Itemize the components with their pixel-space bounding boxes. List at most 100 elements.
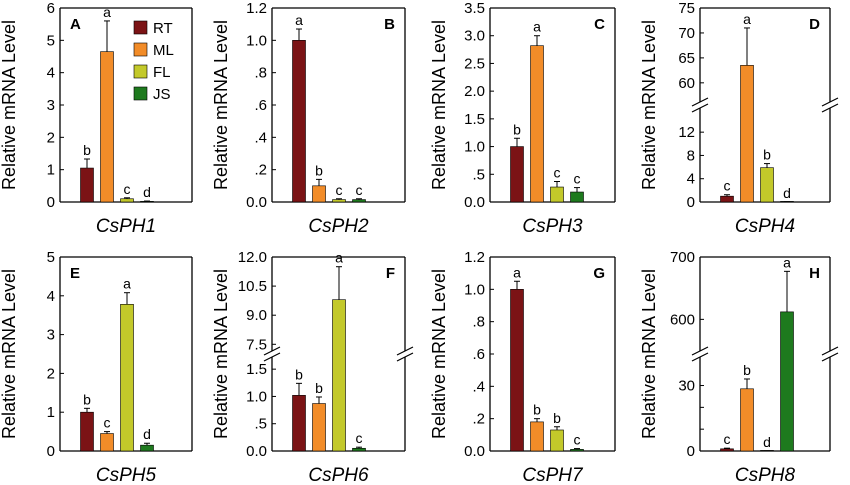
bar-ML [740,65,754,203]
bar-RT [510,146,524,203]
bar-ML [740,388,754,452]
y-tick-label: 5 [47,32,55,49]
axis-break-gap-left [694,102,706,108]
y-tick-label: 5 [47,249,55,266]
y-tick-label: .6 [254,97,267,114]
bar-RT [80,167,94,203]
y-tick-label: 12 [678,124,695,141]
significance-letter: c [336,182,343,198]
bar-JS [352,199,366,203]
significance-letter: b [513,121,521,137]
y-tick-label: 12.0 [238,249,267,266]
y-tick-label: 3.5 [464,0,485,17]
y-tick-label: 7.5 [246,336,267,353]
significance-letter: d [783,185,791,201]
axis-break-gap-right [399,351,411,357]
y-tick-label: 1.5 [246,361,267,378]
y-tick-label: 1.0 [464,281,485,298]
gene-label: CsPH1 [96,216,156,237]
y-tick-label: .4 [254,129,267,146]
axis-break-mark [263,352,281,362]
y-tick-label: 10.5 [238,278,267,295]
bar-ML [312,185,326,203]
bar-ML [530,45,544,203]
axis-break-mark [691,103,709,113]
axis-break-gap-right [824,351,836,357]
bar-ML [100,51,114,203]
y-tick-label: 1.0 [464,139,485,156]
significance-letter: b [295,366,303,382]
panel-label: C [594,16,605,33]
y-tick-label: 6 [47,0,55,17]
axis-break-mark [821,352,839,362]
bar-ML [312,403,326,452]
axis-break-mark [396,352,414,362]
panel-label: H [809,265,820,282]
y-tick-label: 2.0 [464,83,485,100]
bar-RT [720,448,734,452]
y-tick-label: 9.0 [246,307,267,324]
axis-break-mark [821,346,839,356]
significance-letter: b [315,162,323,178]
y-tick-label: 3 [47,327,55,344]
gene-label: CsPH8 [735,465,796,485]
bar-RT [510,289,524,452]
y-tick-label: 65 [678,50,695,67]
axis-break-mark [396,346,414,356]
y-tick-label: 1.2 [246,0,267,17]
gene-label: CsPH3 [522,216,583,237]
y-tick-label: .4 [472,378,485,395]
y-tick-label: 1.5 [464,111,485,128]
bar-JS [570,449,584,452]
significance-letter: b [743,362,751,378]
bar-FL [550,186,564,203]
panel-C: 0.0 .5 1.0 1.5 2.0 2.5 3.0 3.5 b a c c C Relative mRN… [429,0,616,237]
panel-label: F [386,265,395,282]
y-tick-label: 2 [47,365,55,382]
significance-letter: b [83,142,91,158]
y-axis-label: Relative mRNA Level [639,269,659,439]
significance-letter: b [83,391,91,407]
significance-letter: a [743,11,751,27]
bar-RT [292,395,306,452]
y-tick-label: 2 [47,129,55,146]
y-tick-label: 4 [47,65,55,82]
significance-letter: a [513,264,521,280]
panel-label: E [70,265,80,282]
y-tick-label: 75 [678,0,695,17]
y-axis-label: Relative mRNA Level [429,269,449,439]
y-tick-label: 3 [47,97,55,114]
bar-FL [332,199,346,203]
bar-JS [352,447,366,452]
y-tick-label: 70 [678,25,695,42]
legend-label-JS: JS [153,86,171,103]
bar-RT [80,411,94,452]
axis-break-mark [263,346,281,356]
bar-RT [720,195,734,203]
significance-letter: a [103,4,111,20]
y-tick-label: 0.0 [246,194,267,211]
significance-letter: d [143,184,151,200]
y-tick-label: 8 [687,147,695,164]
gene-label: CsPH7 [522,465,584,485]
y-tick-label: .6 [472,346,485,363]
y-tick-label: .2 [254,162,267,179]
gene-label: CsPH6 [308,465,369,485]
significance-letter: a [783,254,791,270]
y-tick-label: 1.0 [246,388,267,405]
axis-break-mark [691,352,709,362]
significance-letter: d [763,434,771,450]
y-tick-label: .8 [254,65,267,82]
gene-label: CsPH5 [96,465,157,485]
axis-break-gap-left [694,351,706,357]
significance-letter: a [123,276,131,292]
axis-break-gap-right [824,102,836,108]
y-tick-label: 700 [670,249,695,266]
significance-letter: b [315,380,323,396]
y-tick-label: 1.0 [246,32,267,49]
y-tick-label: 600 [670,311,695,328]
y-axis-label: Relative mRNA Level [0,269,19,439]
significance-letter: b [553,410,561,426]
